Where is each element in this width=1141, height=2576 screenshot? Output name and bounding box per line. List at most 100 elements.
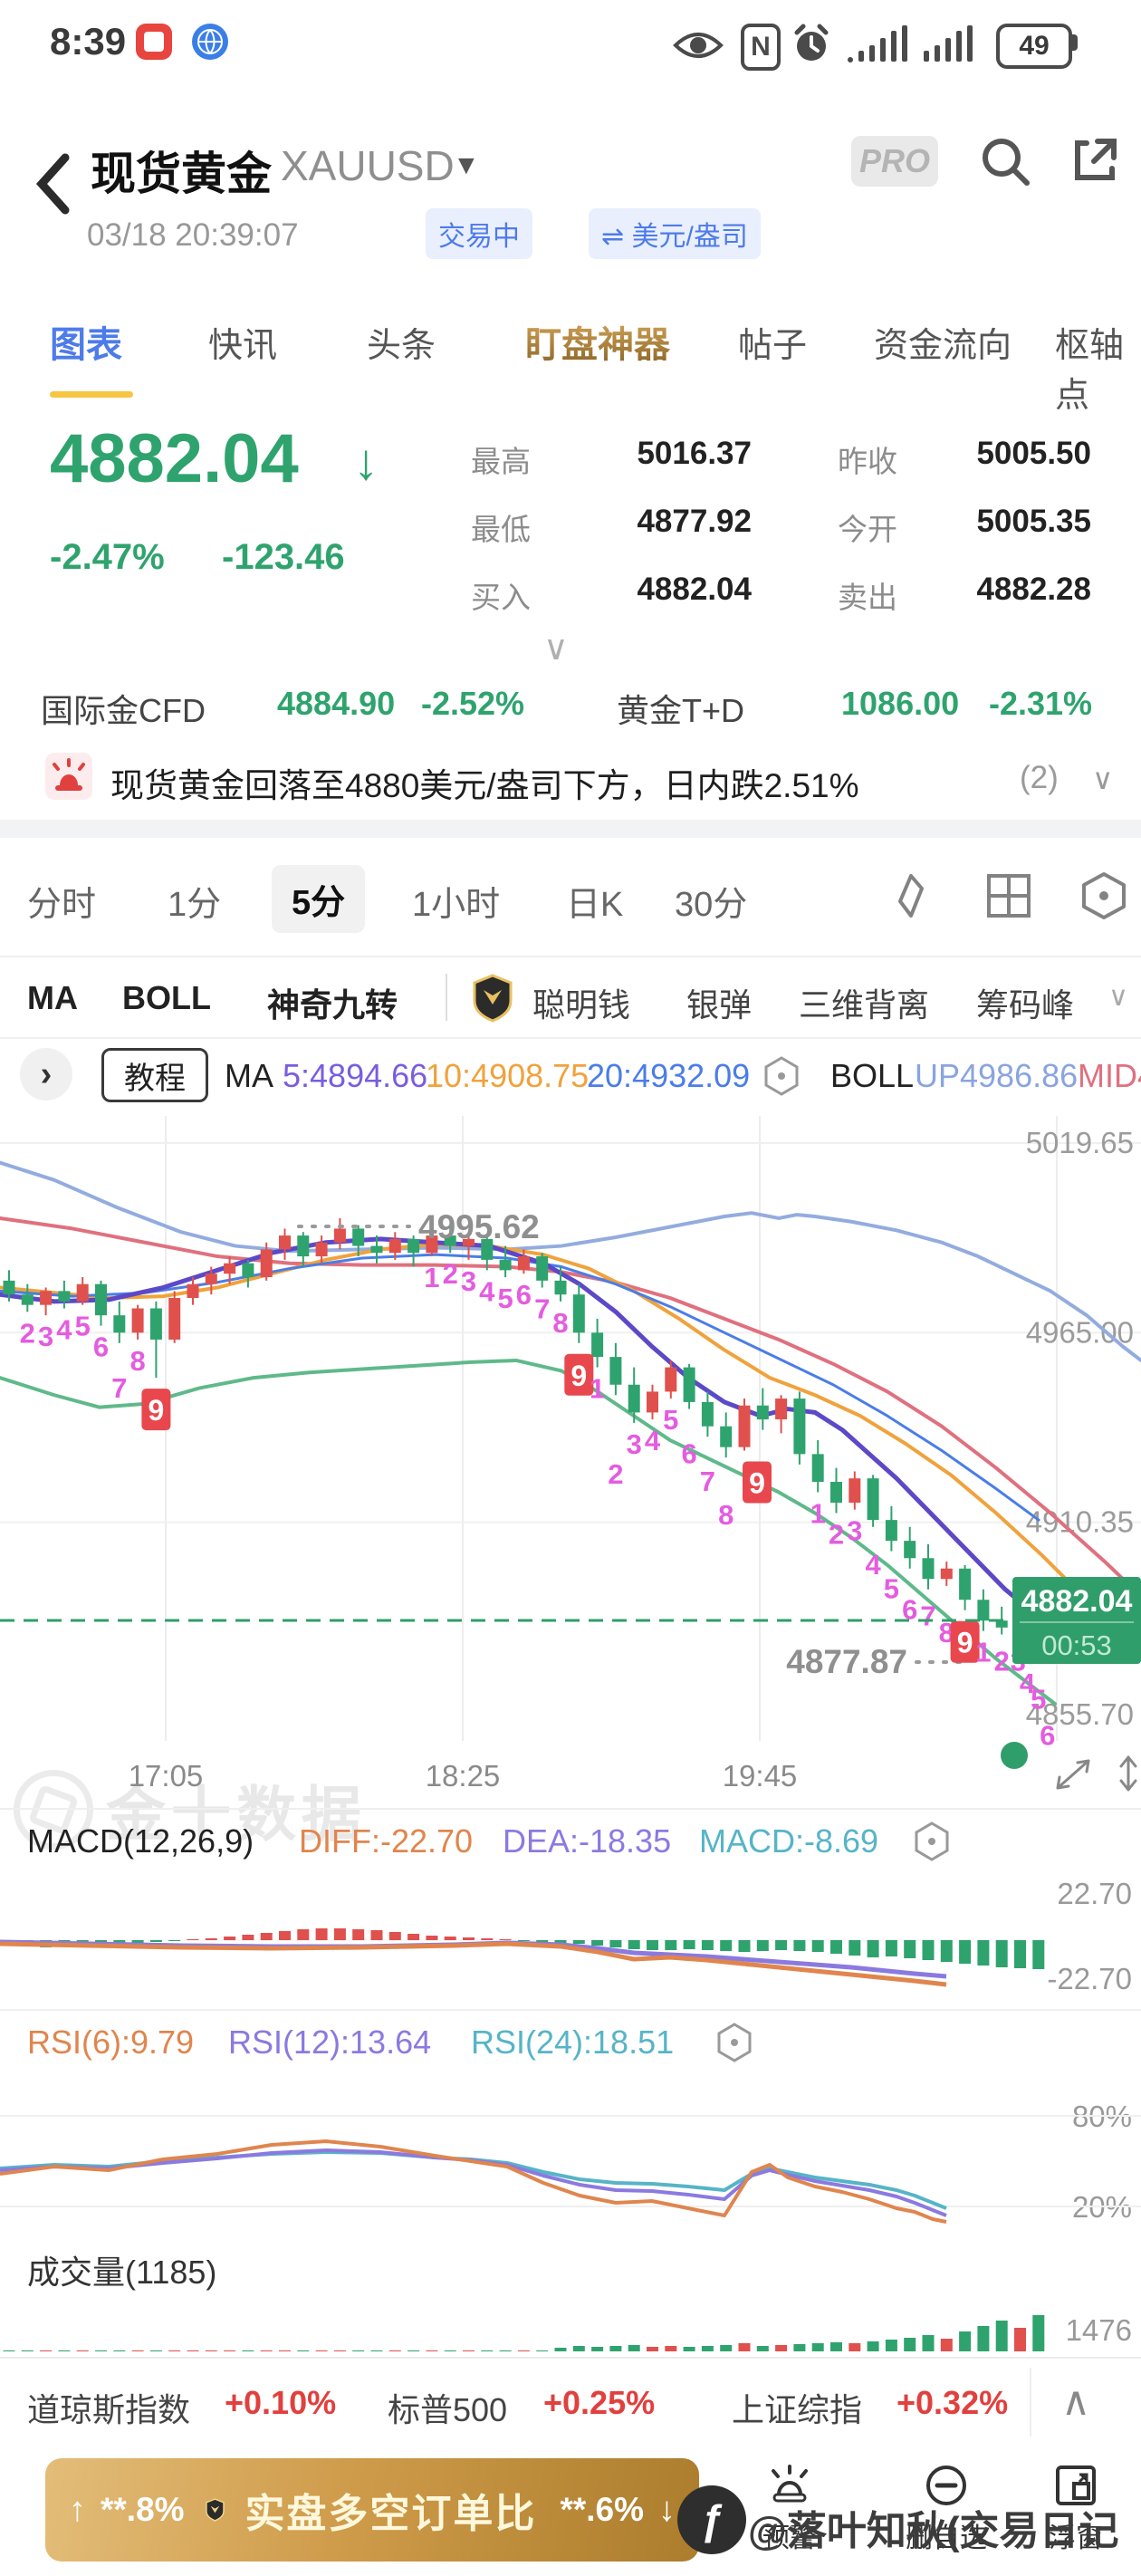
tab-posts[interactable]: 帖子 — [738, 327, 808, 365]
boll-mid-value: MID49 — [1078, 1057, 1141, 1094]
svg-text:6: 6 — [516, 1279, 532, 1311]
index-shanghai-name[interactable]: 上证综指 — [732, 2391, 863, 2428]
svg-text:6: 6 — [902, 1594, 917, 1626]
ma5-value: 5:4894.66 — [283, 1057, 428, 1094]
related-2-name: 黄金T+D — [617, 692, 745, 729]
float-window-button[interactable]: 浮窗 — [1031, 2462, 1121, 2555]
indicator-smart-money[interactable]: 聪明钱 — [532, 986, 631, 1024]
alert-count: (2) — [1020, 760, 1059, 795]
tf-1min[interactable]: 1分 — [168, 886, 222, 924]
alert-row[interactable]: 现货黄金回落至4880美元/盎司下方，日内跌2.51% (2) ∨ — [0, 738, 1141, 820]
banner-shield-icon — [205, 2498, 225, 2522]
stat-value-bid: 4882.04 — [637, 572, 752, 607]
price-panel: 4882.04 ↓ -2.47% -123.46 最高 5016.37 昨收 5… — [0, 412, 1141, 670]
back-icon[interactable] — [33, 152, 72, 216]
last-price: 4882.04 — [50, 420, 299, 497]
chart-watermark: 金十数据 — [14, 1766, 367, 1853]
page-title: 现货黄金 — [91, 149, 272, 199]
tf-daily[interactable]: 日K — [566, 886, 624, 924]
unit-badge[interactable]: ⇌ 美元/盎司 — [589, 208, 761, 259]
change-value: -123.46 — [222, 537, 345, 577]
indicator-nine-turn[interactable]: 神奇九转 — [267, 986, 398, 1024]
tf-time-share[interactable]: 分时 — [27, 886, 97, 924]
svg-text:3: 3 — [38, 1321, 53, 1352]
rsi-settings-hexagon-icon[interactable] — [715, 2022, 753, 2063]
tab-headlines[interactable]: 头条 — [367, 327, 436, 365]
volume-label: 成交量(1185) — [27, 2254, 217, 2291]
index-sp500-name[interactable]: 标普500 — [388, 2391, 508, 2428]
indicator-more-icon[interactable]: ∨ — [1108, 982, 1128, 1012]
svg-text:4: 4 — [1020, 1668, 1036, 1699]
indicator-silver-bullet[interactable]: 银弹 — [686, 986, 753, 1024]
stat-label-open: 今开 — [838, 513, 897, 546]
index-dow-pct: +0.10% — [225, 2384, 337, 2421]
battery-nub — [1070, 34, 1078, 51]
hexagon-settings-icon[interactable] — [1079, 870, 1128, 921]
collapse-indices-icon[interactable]: ∧ — [1061, 2379, 1091, 2424]
indicator-3d-divergence[interactable]: 三维背离 — [799, 986, 930, 1024]
expand-quote-icon[interactable]: ∨ — [543, 630, 569, 668]
svg-text:5: 5 — [1031, 1684, 1046, 1716]
alert-button-label: 预警 — [762, 2523, 817, 2553]
grid-layout-icon[interactable] — [985, 872, 1032, 919]
tab-active-underline — [50, 391, 133, 398]
tab-pivot[interactable]: 枢轴点 — [1055, 327, 1125, 412]
symbol-dropdown-icon[interactable]: ▼ — [453, 150, 480, 180]
alert-button[interactable]: 预警 — [744, 2462, 835, 2555]
svg-text:7: 7 — [700, 1466, 715, 1497]
timeframe-bar: 分时 1分 5分 1小时 日K 30分 — [0, 838, 1141, 957]
tab-news[interactable]: 快讯 — [208, 327, 278, 365]
index-dow-name[interactable]: 道琼斯指数 — [27, 2391, 191, 2428]
trading-status-badge: 交易中 — [426, 208, 532, 259]
stat-label-ask: 卖出 — [838, 581, 897, 614]
indicator-chip-peak[interactable]: 筹码峰 — [976, 986, 1075, 1024]
order-ratio-banner[interactable]: ↑ **.8% 实盘多空订单比 **.6% ↓ — [45, 2458, 699, 2562]
indicator-boll[interactable]: BOLL — [122, 979, 211, 1016]
quote-datetime: 03/18 20:39:07 — [87, 217, 299, 253]
author-watermark-text: @落叶知秋(交易日记 — [748, 2509, 1119, 2553]
search-icon[interactable] — [976, 132, 1034, 190]
tab-chart[interactable]: 图表 — [50, 325, 122, 365]
indicator-ma[interactable]: MA — [27, 979, 78, 1016]
banner-down-arrow-icon: ↓ — [658, 2490, 676, 2529]
nfc-icon: N — [741, 24, 781, 71]
tab-capital-flow[interactable]: 资金流向 — [874, 327, 1012, 365]
share-icon[interactable] — [1067, 132, 1123, 188]
volume-ymax-label: 1476 — [1065, 2313, 1132, 2347]
related-row[interactable]: 国际金CFD 4884.90 -2.52% 黄金T+D 1086.00 -2.3… — [0, 670, 1141, 738]
macd-ymax-label: 22.70 — [1057, 1877, 1132, 1910]
svg-text:6: 6 — [93, 1331, 109, 1363]
indicator-zigzag-icon[interactable] — [887, 870, 935, 921]
svg-text:1: 1 — [424, 1262, 439, 1293]
stat-label-high: 最高 — [471, 445, 531, 478]
svg-text:4910.35: 4910.35 — [1026, 1505, 1134, 1539]
svg-text:4: 4 — [479, 1275, 495, 1307]
svg-text:4855.70: 4855.70 — [1026, 1697, 1134, 1731]
svg-text:1: 1 — [810, 1497, 826, 1529]
macd-panel[interactable]: MACD(12,26,9) DIFF:-22.70 DEA:-18.35 MAC… — [0, 1810, 1141, 2009]
tutorial-button[interactable]: 教程 — [101, 1048, 208, 1102]
svg-text:4877.87: 4877.87 — [786, 1643, 907, 1680]
symbol-label[interactable]: XAUUSD — [281, 142, 455, 189]
banner-up-arrow-icon: ↑ — [69, 2490, 86, 2529]
svg-text:5: 5 — [884, 1573, 899, 1605]
remove-watchlist-button[interactable]: 删自选 — [892, 2462, 1001, 2555]
tf-30min[interactable]: 30分 — [675, 886, 748, 924]
chevron-right-icon: › — [40, 1054, 53, 1093]
rsi-panel[interactable]: RSI(6):9.79 RSI(12):13.64 RSI(24):18.51 … — [0, 2011, 1141, 2234]
collapse-button[interactable]: › — [20, 1048, 72, 1101]
stat-value-low: 4877.92 — [637, 504, 752, 539]
alert-expand-icon[interactable]: ∨ — [1092, 763, 1114, 795]
macd-settings-hexagon-icon[interactable] — [913, 1821, 951, 1862]
svg-text:2: 2 — [20, 1317, 35, 1349]
pro-badge[interactable]: PRO — [851, 136, 938, 187]
ma-settings-hexagon-icon[interactable] — [762, 1055, 801, 1097]
tf-5min[interactable]: 5分 — [272, 865, 366, 933]
main-candlestick-chart[interactable]: 5019.65 4965.00 4910.35 4855.70 4995.62 4877.… — [0, 1116, 1141, 1802]
macd-diff-value: DIFF:-22.70 — [299, 1822, 474, 1860]
related-1-name: 国际金CFD — [41, 692, 206, 729]
tab-watch-tool[interactable]: 盯盘神器 — [525, 315, 670, 368]
volume-panel[interactable]: 成交量(1185) 1476 — [0, 2234, 1141, 2359]
tf-1hour[interactable]: 1小时 — [412, 886, 501, 924]
svg-text:5: 5 — [663, 1404, 678, 1436]
